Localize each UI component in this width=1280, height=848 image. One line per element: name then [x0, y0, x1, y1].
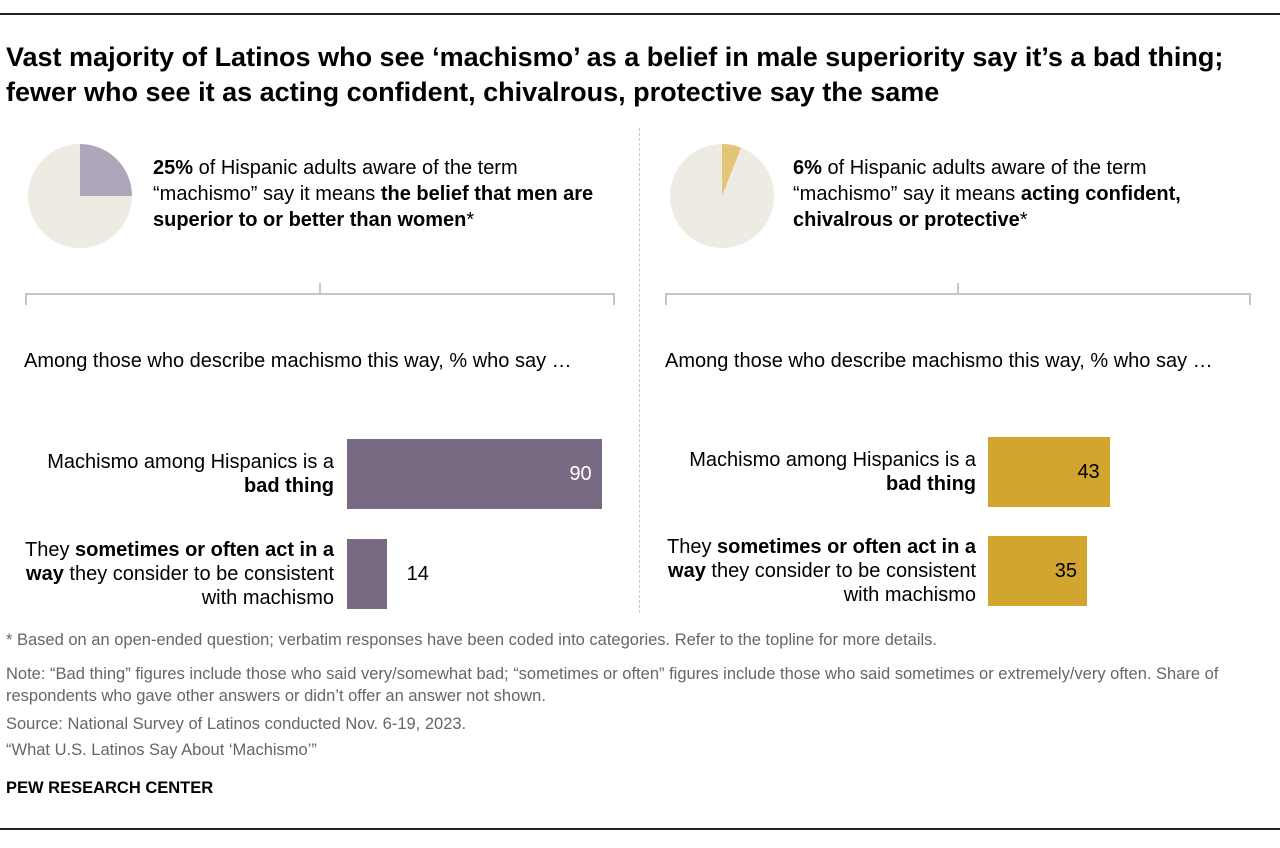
bar-label-bold-right-0: bad thing [886, 473, 976, 495]
pie-percent-right: 6% [793, 157, 822, 179]
bar-label-right-0: Machismo among Hispanics is a bad thing [654, 448, 976, 496]
bar-label-bold-left-0: bad thing [244, 475, 334, 497]
pie-chart-belief-superiority [28, 144, 132, 248]
pie-desc-bold-right: acting confident, chivalrous or protecti… [793, 183, 1181, 231]
footnote-report: “What U.S. Latinos Say About ‘Machismo’” [6, 741, 317, 759]
bar-value-left-0: 90 [569, 463, 592, 485]
footnote-asterisk: * Based on an open-ended question; verba… [6, 631, 938, 649]
bar-label-pre-right-0: Machismo among Hispanics is a [689, 449, 976, 471]
bar-label-bold-right-1: sometimes or often act in a way [668, 536, 976, 582]
bar-label-pre-right-1: They [667, 536, 718, 558]
pie-desc-bold-left: the belief that men are superior to or b… [153, 183, 594, 231]
bar-label-left-0: Machismo among Hispanics is a bad thing [14, 450, 334, 498]
chart-title: Vast majority of Latinos who see ‘machis… [6, 42, 1224, 107]
bar-left-0 [347, 439, 602, 509]
pie-chart-acting-confident [670, 144, 774, 248]
subtitle-left: Among those who describe machismo this w… [24, 350, 572, 372]
pie-desc-post-left: * [466, 209, 475, 231]
bar-label-post-right-1: they consider to be consistent with mach… [705, 560, 976, 606]
bar-value-right-0: 43 [1077, 461, 1100, 483]
footnote-source: Source: National Survey of Latinos condu… [6, 715, 467, 733]
bracket-left [25, 283, 615, 305]
bar-label-left-1: They sometimes or often act in a way the… [14, 538, 334, 610]
pie-percent-left: 25% [153, 157, 194, 179]
pew-logo-text: PEW RESEARCH CENTER [6, 779, 214, 797]
pie-desc-post-right: * [1019, 209, 1028, 231]
bar-label-bold-left-1: sometimes or often act in a way [26, 539, 334, 585]
pie-desc-pre-left: of Hispanic adults aware of the term “ma… [153, 157, 518, 205]
bracket-right [665, 283, 1251, 305]
bar-right-1 [988, 536, 1088, 606]
footnote-note: Note: “Bad thing” figures include those … [6, 665, 1219, 705]
bar-label-right-1: They sometimes or often act in a way the… [654, 535, 976, 607]
bar-label-pre-left-1: They [25, 539, 76, 561]
top-rule [0, 13, 1280, 15]
pie-right-slice [722, 144, 742, 196]
bar-label-post-left-1: they consider to be consistent with mach… [63, 563, 334, 609]
bar-value-right-1: 35 [1054, 560, 1078, 582]
bottom-rule [0, 828, 1280, 830]
subtitle-right: Among those who describe machismo this w… [665, 350, 1213, 372]
pie-description-left: 25% of Hispanic adults aware of the term… [153, 155, 623, 233]
bar-value-left-1: 14 [406, 563, 429, 585]
pie-left-slice [80, 144, 132, 196]
bar-label-pre-left-0: Machismo among Hispanics is a [47, 451, 334, 473]
pie-description-right: 6% of Hispanic adults aware of the term … [793, 155, 1233, 233]
panel-divider [639, 128, 640, 613]
pie-desc-pre-right: of Hispanic adults aware of the term “ma… [793, 157, 1147, 205]
bar-right-0 [988, 437, 1110, 507]
bar-left-1 [347, 539, 387, 609]
